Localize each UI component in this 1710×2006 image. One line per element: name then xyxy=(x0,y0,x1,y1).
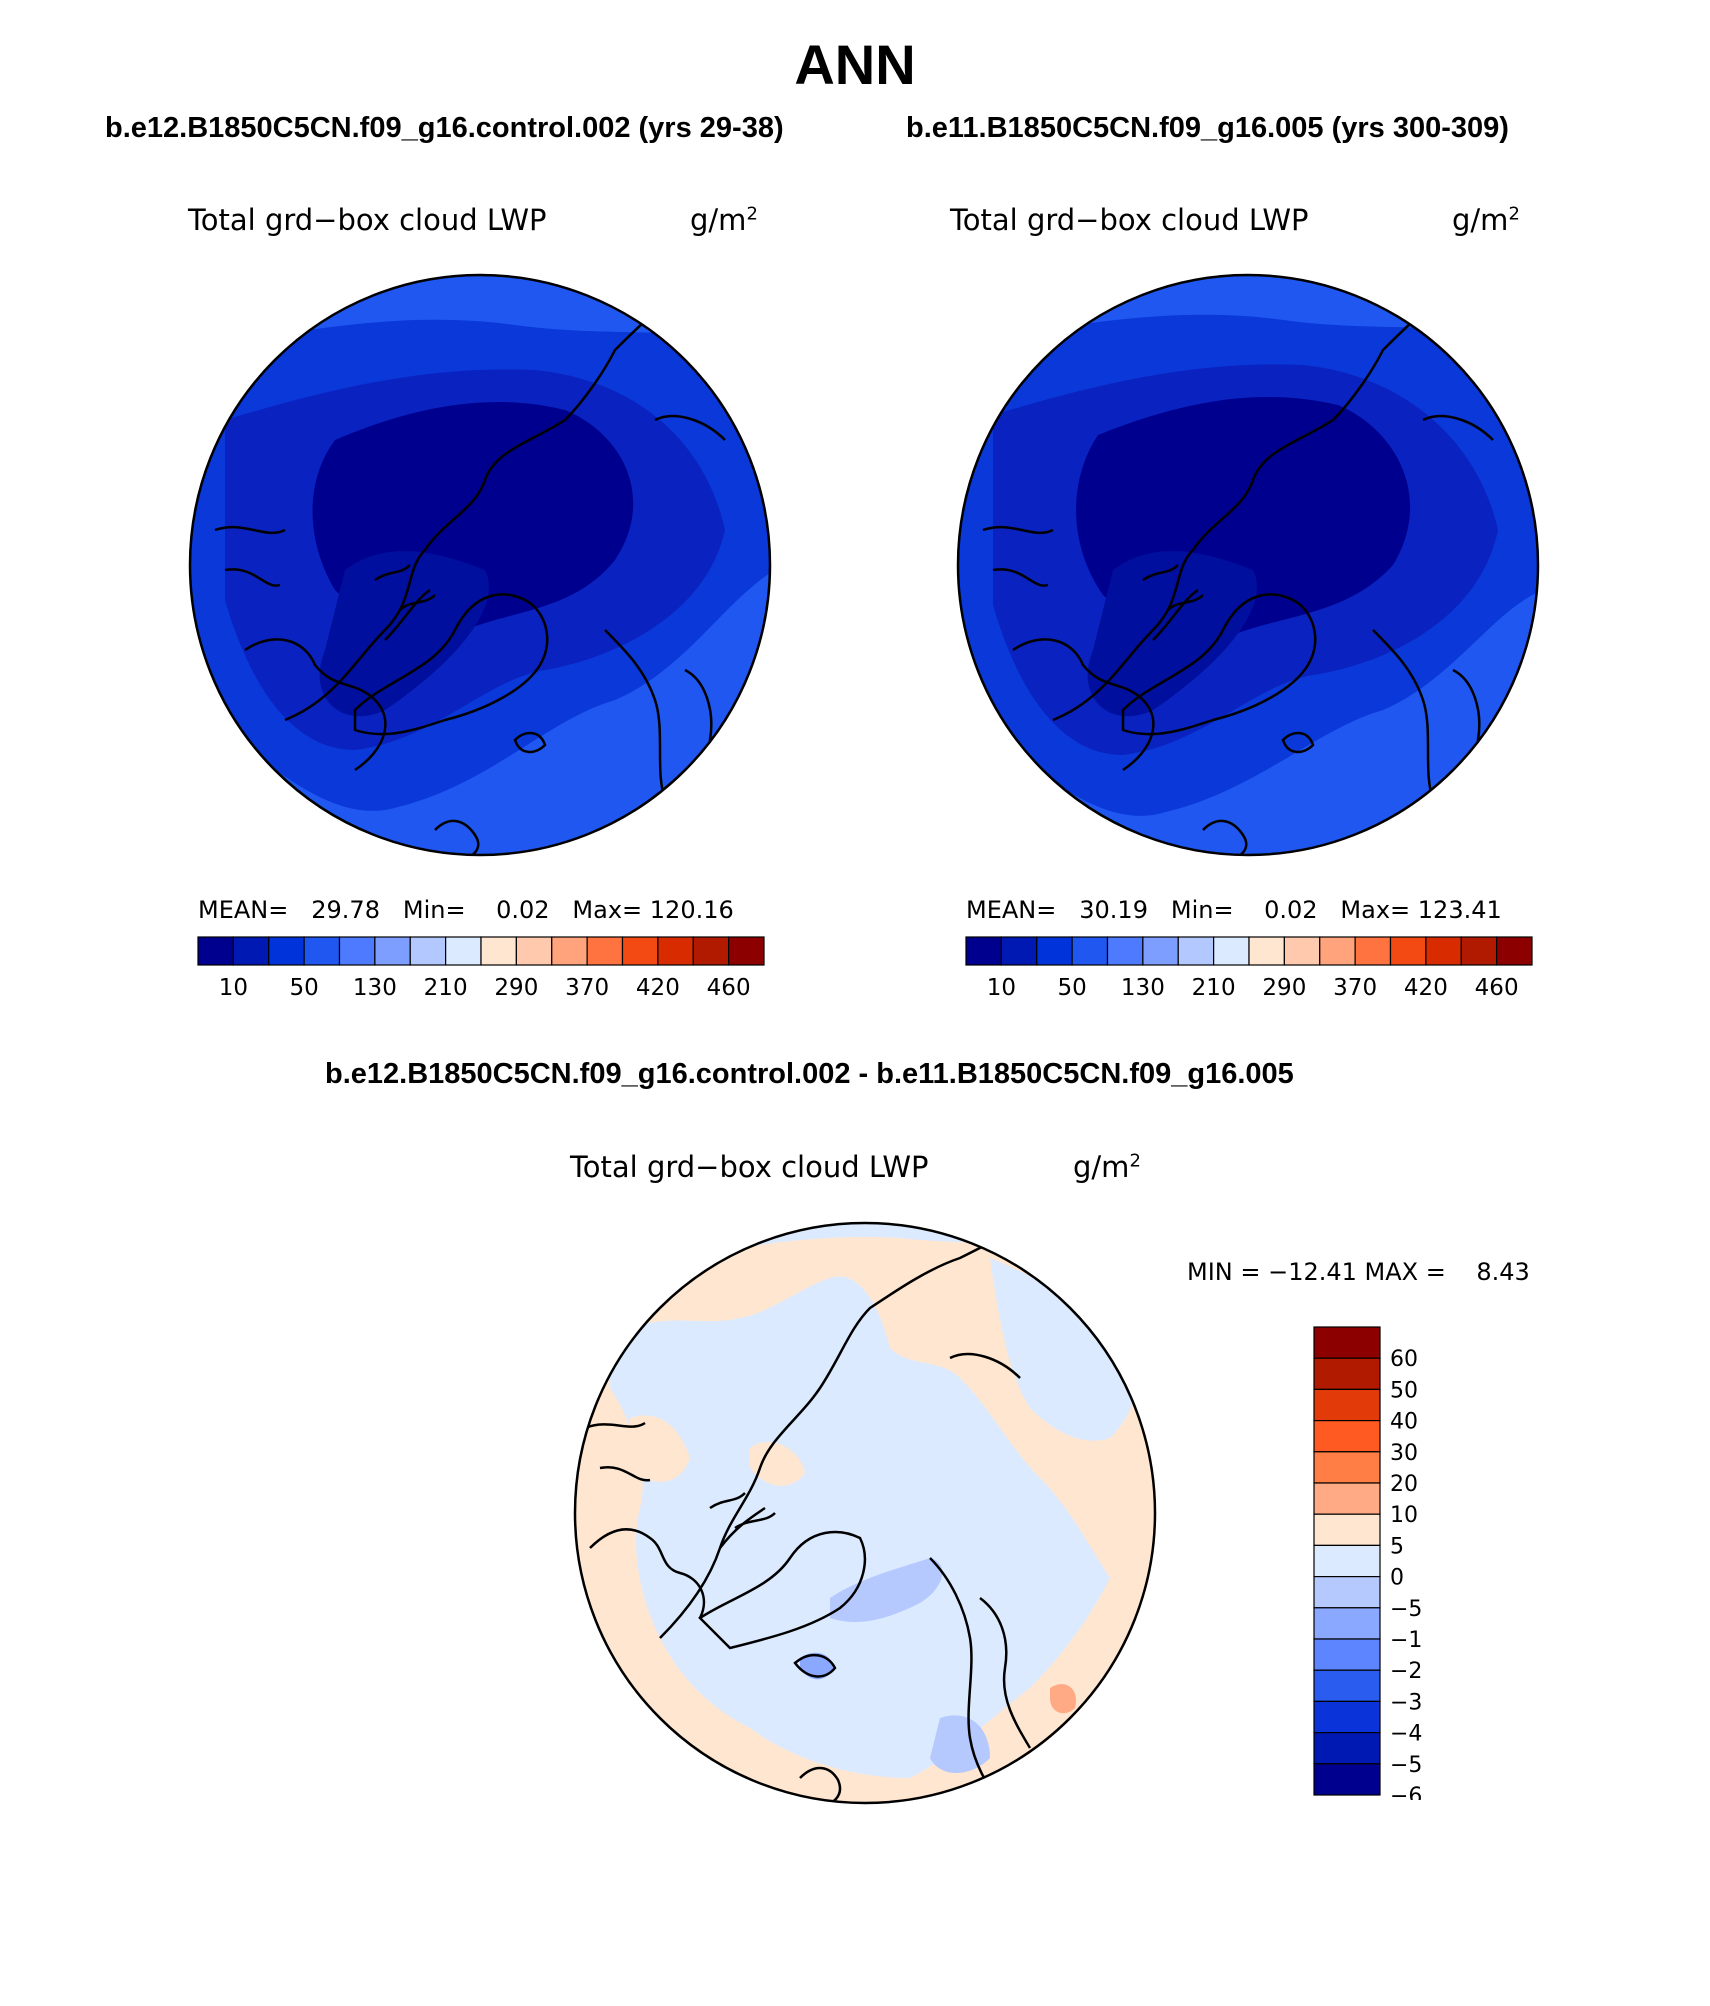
colorbar-label: −20 xyxy=(1390,1659,1422,1684)
colorbar-box xyxy=(1496,936,1533,966)
colorbar-box xyxy=(1389,936,1427,966)
colorbar-box xyxy=(1313,1607,1381,1640)
colorbar-box xyxy=(1000,936,1038,966)
colorbar-label: 370 xyxy=(565,975,609,1001)
colorbar-box xyxy=(1313,1326,1381,1359)
colorbar-label: 420 xyxy=(636,975,680,1001)
case-title-left: b.e12.B1850C5CN.f09_g16.control.002 (yrs… xyxy=(105,112,784,144)
colorbar-box xyxy=(1036,936,1073,966)
colorbar-box xyxy=(1313,1669,1381,1703)
colorbar-box xyxy=(1425,936,1462,966)
colorbar-right: 10 50 130 210 290 370 420 460 xyxy=(965,936,1533,1001)
field-label-right: Total grd−box cloud LWP xyxy=(950,203,1309,237)
polar-map-left xyxy=(188,273,772,857)
colorbar-left: 10 50 130 210 290 370 420 460 xyxy=(197,936,765,1001)
colorbar-label: 10 xyxy=(1390,1503,1418,1528)
main-title: ANN xyxy=(794,33,916,96)
diff-unit-label: g/m2 xyxy=(1073,1150,1141,1184)
colorbar-label: 10 xyxy=(219,975,248,1001)
colorbar-box xyxy=(515,936,553,966)
colorbar-label: 60 xyxy=(1390,1347,1418,1372)
unit-label-right: g/m2 xyxy=(1452,203,1520,237)
colorbar-box xyxy=(232,936,270,966)
colorbar-box xyxy=(374,936,411,966)
diff-field-label: Total grd−box cloud LWP xyxy=(570,1150,929,1184)
colorbar-box xyxy=(586,936,624,966)
colorbar-box xyxy=(1313,1700,1381,1734)
polar-map-diff xyxy=(573,1221,1157,1805)
colorbar-label: −40 xyxy=(1390,1722,1422,1747)
colorbar-label: 210 xyxy=(424,975,468,1001)
colorbar-box xyxy=(621,936,659,966)
stats-left: MEAN= 29.78 Min= 0.02 Max= 120.16 xyxy=(198,896,734,924)
colorbar-box xyxy=(338,936,376,966)
colorbar-label: 30 xyxy=(1390,1441,1418,1466)
colorbar-box xyxy=(1313,1638,1381,1671)
colorbar-box xyxy=(1071,936,1109,966)
colorbar-label: 420 xyxy=(1404,975,1448,1001)
colorbar-box xyxy=(1283,936,1321,966)
colorbar-box xyxy=(1319,936,1356,966)
colorbar-box xyxy=(1313,1357,1381,1391)
colorbar-box xyxy=(692,936,730,966)
unit-label-left: g/m2 xyxy=(690,203,758,237)
field-label-left: Total grd−box cloud LWP xyxy=(188,203,547,237)
colorbar-label: 20 xyxy=(1390,1472,1418,1497)
colorbar-box xyxy=(1248,936,1285,966)
case-title-right: b.e11.B1850C5CN.f09_g16.005 (yrs 300-309… xyxy=(906,112,1509,144)
colorbar-box xyxy=(1313,1576,1381,1609)
colorbar-label: −50 xyxy=(1390,1753,1422,1778)
colorbar-label: 0 xyxy=(1390,1566,1404,1591)
colorbar-label: 50 xyxy=(1390,1378,1418,1403)
colorbar-label: 210 xyxy=(1192,975,1236,1001)
diff-title: b.e12.B1850C5CN.f09_g16.control.002 - b.… xyxy=(325,1058,1294,1090)
colorbar-box xyxy=(1460,936,1498,966)
diff-min-max: MIN = −12.41 MAX = 8.43 xyxy=(1187,1258,1530,1286)
colorbar-box xyxy=(1313,1763,1381,1796)
colorbar-box xyxy=(728,936,765,966)
colorbar-label: 370 xyxy=(1333,975,1377,1001)
colorbar-box xyxy=(965,936,1002,966)
colorbar-box xyxy=(268,936,305,966)
colorbar-box xyxy=(1142,936,1179,966)
colorbar-box xyxy=(303,936,341,966)
colorbar-label: 130 xyxy=(353,975,397,1001)
colorbar-box xyxy=(551,936,588,966)
colorbar-box xyxy=(1313,1482,1381,1515)
colorbar-box xyxy=(1213,936,1250,966)
colorbar-box xyxy=(1177,936,1215,966)
colorbar-label: 290 xyxy=(1262,975,1306,1001)
stats-right: MEAN= 30.19 Min= 0.02 Max= 123.41 xyxy=(966,896,1502,924)
colorbar-box xyxy=(197,936,234,966)
colorbar-label: 50 xyxy=(1057,975,1086,1001)
colorbar-label: −60 xyxy=(1390,1784,1422,1800)
colorbar-label: −10 xyxy=(1390,1628,1422,1653)
colorbar-box xyxy=(480,936,517,966)
colorbar-box xyxy=(1354,936,1392,966)
colorbar-box xyxy=(1313,1388,1381,1422)
colorbar-box xyxy=(1106,936,1144,966)
polar-map-right xyxy=(956,273,1540,857)
colorbar-label: 290 xyxy=(494,975,538,1001)
colorbar-label: 5 xyxy=(1390,1534,1404,1559)
colorbar-label: 460 xyxy=(1475,975,1519,1001)
colorbar-label: −5 xyxy=(1390,1597,1422,1622)
colorbar-box xyxy=(1313,1544,1381,1578)
colorbar-label: 50 xyxy=(289,975,318,1001)
colorbar-box xyxy=(409,936,447,966)
colorbar-box xyxy=(1313,1732,1381,1765)
colorbar-box xyxy=(1313,1451,1381,1484)
colorbar-label: 460 xyxy=(707,975,751,1001)
colorbar-box xyxy=(445,936,482,966)
colorbar-box xyxy=(657,936,694,966)
colorbar-label: 130 xyxy=(1121,975,1165,1001)
colorbar-label: 10 xyxy=(987,975,1016,1001)
colorbar-box xyxy=(1313,1513,1381,1546)
colorbar-box xyxy=(1313,1419,1381,1453)
colorbar-label: −30 xyxy=(1390,1690,1422,1715)
colorbar-label: 40 xyxy=(1390,1410,1418,1435)
